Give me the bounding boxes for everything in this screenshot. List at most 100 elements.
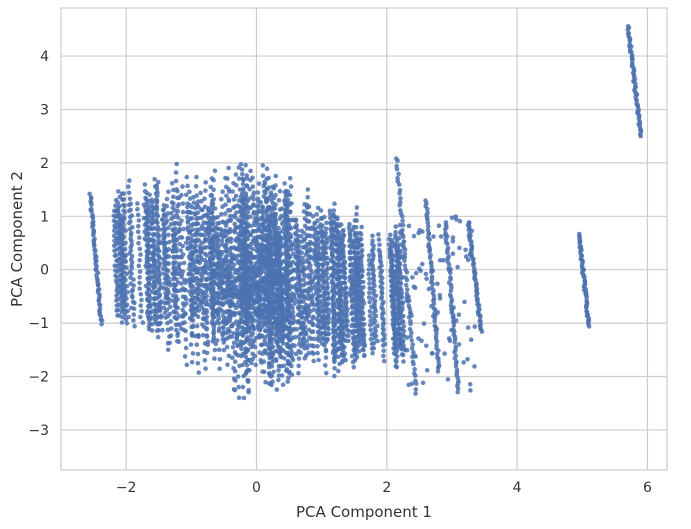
scatter-point — [91, 243, 97, 249]
scatter-point — [265, 214, 271, 220]
scatter-point — [211, 330, 216, 336]
scatter-point — [388, 245, 393, 251]
scatter-point — [305, 195, 311, 200]
scatter-point — [273, 173, 279, 179]
scatter-point — [450, 251, 456, 256]
scatter-point — [249, 283, 254, 289]
scatter-point — [287, 331, 293, 337]
scatter-point — [409, 338, 415, 343]
scatter-point — [285, 303, 291, 309]
scatter-point — [188, 270, 193, 276]
scatter-point — [446, 262, 452, 267]
scatter-point — [216, 260, 222, 266]
scatter-point — [99, 321, 104, 327]
scatter-point — [284, 274, 290, 280]
scatter-point — [126, 314, 131, 320]
scatter-point — [395, 245, 401, 250]
scatter-point — [233, 172, 239, 177]
scatter-point — [264, 351, 269, 356]
scatter-point — [358, 237, 364, 242]
scatter-point — [393, 229, 398, 235]
scatter-point — [228, 236, 234, 242]
scatter-point — [279, 206, 285, 211]
scatter-point — [214, 226, 220, 231]
scatter-point — [173, 322, 179, 328]
scatter-point — [146, 231, 152, 236]
scatter-point — [237, 209, 243, 214]
scatter-point — [425, 220, 431, 225]
scatter-point — [340, 347, 346, 353]
scatter-point — [290, 357, 296, 363]
scatter-point — [390, 268, 396, 273]
scatter-point — [398, 196, 403, 201]
scatter-point — [276, 305, 281, 310]
scatter-point — [367, 276, 372, 282]
scatter-point — [354, 237, 359, 243]
scatter-point — [196, 334, 201, 340]
scatter-point — [243, 191, 249, 196]
scatter-point — [372, 283, 377, 289]
scatter-point — [285, 249, 290, 254]
scatter-point — [372, 318, 378, 324]
scatter-point — [112, 248, 117, 253]
scatter-point — [399, 352, 405, 357]
scatter-point — [173, 295, 178, 301]
scatter-point — [341, 232, 346, 238]
scatter-point — [118, 272, 124, 278]
scatter-point — [277, 258, 283, 264]
scatter-point — [220, 263, 225, 268]
scatter-point — [290, 309, 296, 315]
scatter-point — [279, 213, 284, 219]
scatter-point — [197, 227, 202, 232]
scatter-point — [243, 255, 249, 261]
scatter-point — [164, 218, 170, 223]
scatter-point — [195, 210, 201, 215]
scatter-point — [331, 323, 337, 329]
scatter-point — [306, 219, 312, 224]
scatter-point — [151, 301, 157, 307]
scatter-point — [360, 322, 365, 328]
scatter-point — [290, 297, 295, 303]
scatter-point — [463, 247, 468, 253]
scatter-point — [142, 236, 148, 241]
scatter-point — [467, 382, 473, 387]
grid — [61, 8, 667, 470]
scatter-point — [224, 295, 229, 301]
scatter-point — [301, 299, 306, 304]
scatter-point — [373, 308, 378, 314]
scatter-point — [172, 221, 177, 227]
scatter-point — [378, 273, 383, 279]
scatter-point — [269, 382, 274, 388]
scatter-point — [400, 254, 406, 260]
scatter-point — [292, 343, 297, 349]
scatter-point — [272, 273, 277, 278]
scatter-point — [377, 252, 383, 258]
scatter-point — [306, 291, 311, 297]
scatter-point — [239, 315, 244, 320]
scatter-point — [216, 321, 222, 326]
scatter-point — [174, 161, 179, 167]
scatter-point — [315, 344, 320, 349]
scatter-point — [296, 349, 301, 354]
scatter-point — [293, 254, 298, 260]
scatter-point — [227, 334, 233, 339]
scatter-point — [347, 255, 353, 261]
y-tick-label: 2 — [40, 156, 49, 172]
scatter-point — [475, 298, 480, 304]
scatter-point — [299, 239, 305, 245]
scatter-point — [128, 275, 133, 280]
scatter-point — [202, 196, 207, 201]
scatter-point — [215, 313, 221, 318]
scatter-point — [155, 224, 161, 230]
scatter-point — [163, 293, 169, 298]
scatter-point — [228, 218, 233, 223]
scatter-point — [266, 250, 272, 256]
scatter-point — [296, 334, 301, 340]
scatter-point — [220, 189, 225, 194]
scatter-point — [257, 295, 263, 301]
scatter-point — [181, 260, 187, 266]
scatter-point — [347, 278, 353, 283]
scatter-point — [345, 318, 350, 324]
scatter-point — [96, 298, 102, 303]
scatter-point — [400, 222, 406, 228]
